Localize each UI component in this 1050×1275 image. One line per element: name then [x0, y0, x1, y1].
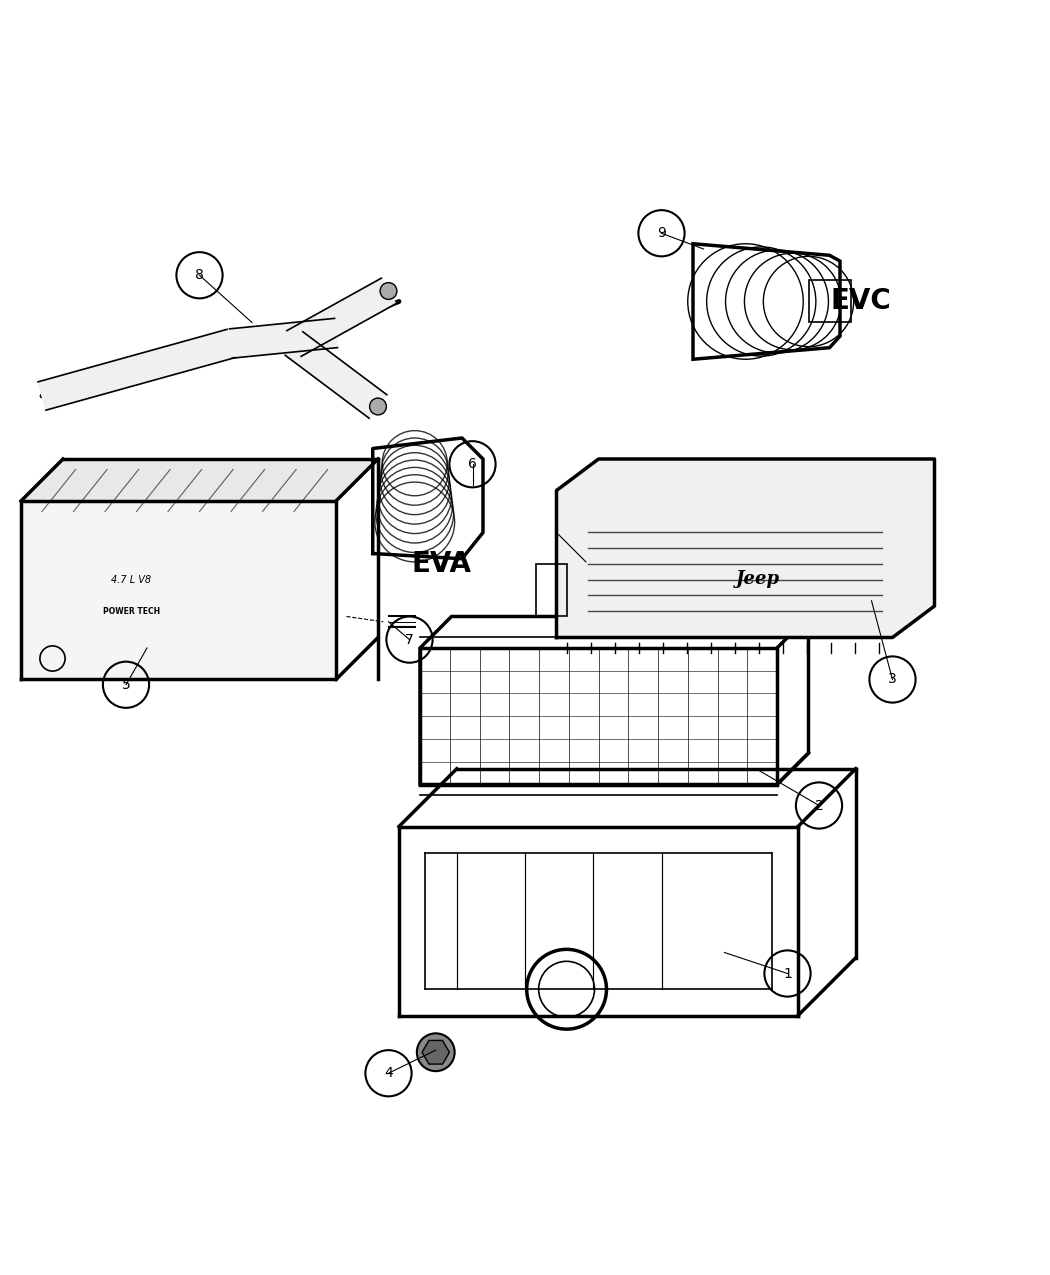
Text: 5: 5: [122, 678, 130, 692]
Text: 1: 1: [783, 966, 792, 980]
Polygon shape: [21, 501, 336, 680]
Bar: [420, 648, 777, 784]
Text: 3: 3: [888, 672, 897, 686]
Text: 8: 8: [195, 268, 204, 282]
Text: 4.7 L V8: 4.7 L V8: [111, 575, 151, 585]
Circle shape: [370, 398, 386, 414]
Polygon shape: [286, 332, 386, 418]
Polygon shape: [21, 459, 378, 501]
Text: Jeep: Jeep: [736, 570, 780, 588]
Text: 7: 7: [405, 632, 414, 646]
Bar: [808, 280, 850, 323]
Text: 2: 2: [815, 798, 823, 812]
Polygon shape: [230, 319, 337, 358]
Circle shape: [417, 1033, 455, 1071]
Text: 4: 4: [384, 1066, 393, 1080]
Polygon shape: [556, 459, 934, 638]
Text: EVC: EVC: [831, 287, 891, 315]
Polygon shape: [422, 1040, 449, 1065]
Text: POWER TECH: POWER TECH: [103, 607, 160, 616]
Text: 6: 6: [468, 458, 477, 472]
Text: EVA: EVA: [411, 550, 471, 578]
Polygon shape: [38, 329, 235, 411]
Circle shape: [380, 283, 397, 300]
Polygon shape: [287, 278, 396, 356]
Bar: [536, 564, 567, 617]
Text: 9: 9: [657, 226, 666, 240]
